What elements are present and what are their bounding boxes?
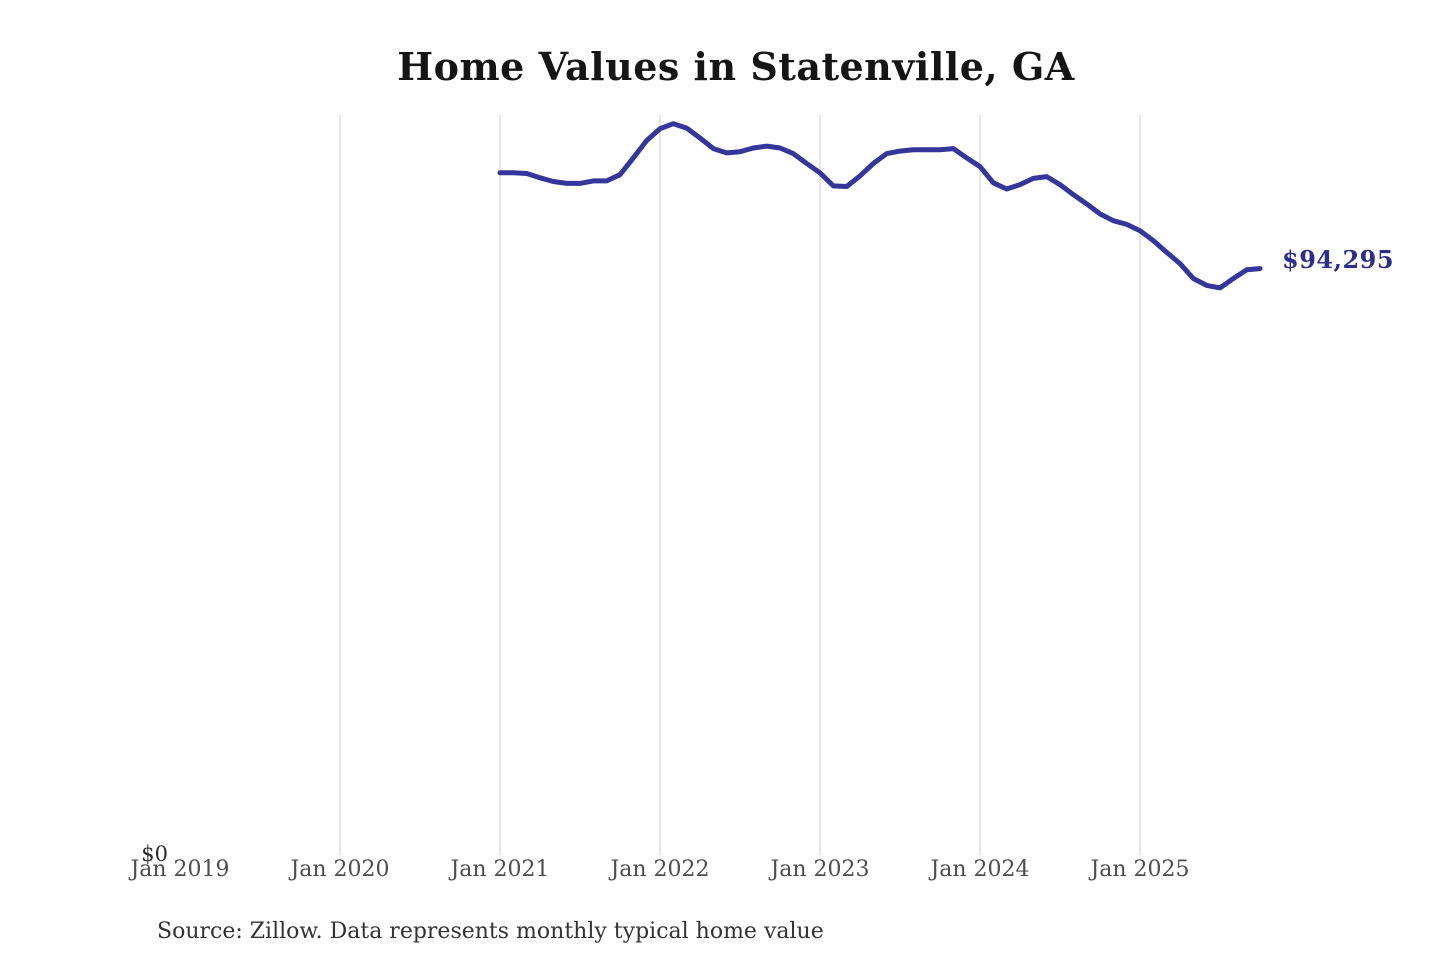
y-axis-zero-label: $0 (141, 842, 168, 866)
x-tick-label: Jan 2022 (610, 857, 710, 882)
source-note: Source: Zillow. Data represents monthly … (157, 919, 824, 944)
home-value-line (497, 121, 1263, 291)
x-tick-label: Jan 2023 (770, 857, 870, 882)
x-tick-label: Jan 2021 (450, 857, 550, 882)
x-tick-label: Jan 2020 (290, 857, 390, 882)
x-tick-label: Jan 2024 (930, 857, 1030, 882)
x-tick-label: Jan 2025 (1090, 857, 1190, 882)
x-tick-label: Jan 2019 (130, 857, 230, 882)
chart-title: Home Values in Statenville, GA (397, 44, 1075, 89)
gridlines (339, 115, 1141, 855)
latest-value-label: $94,295 (1282, 245, 1395, 274)
